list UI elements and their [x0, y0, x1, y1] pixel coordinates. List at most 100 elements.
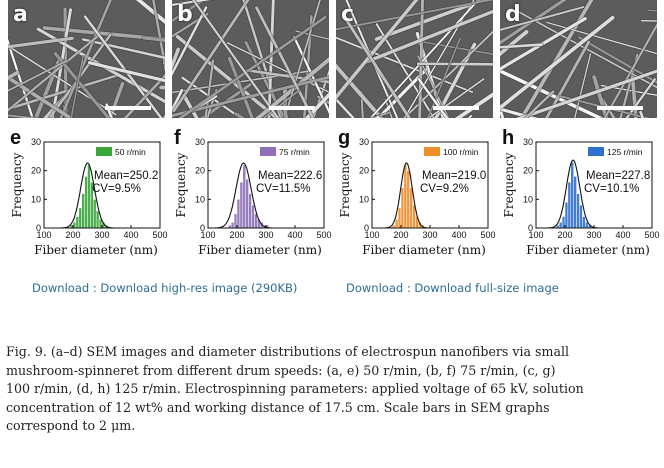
x-tick-label: 300 [422, 230, 437, 240]
fiber [36, 27, 165, 104]
fiber [336, 97, 355, 118]
histogram-bar [78, 207, 82, 229]
sem-image-b: b [172, 0, 329, 118]
histogram-bar [93, 199, 97, 229]
x-tick-label: 300 [258, 230, 273, 240]
fiber [500, 0, 567, 45]
histogram-bar [95, 210, 100, 229]
x-axis-label: Fiber diameter (nm) [198, 243, 322, 257]
caption-line: 100 r/min, (d, h) 125 r/min. Electrospin… [6, 381, 584, 397]
cv-annotation: CV=10.1% [584, 183, 639, 195]
histogram-bar [409, 187, 413, 229]
y-tick-label: 10 [195, 194, 205, 204]
panel-label: e [10, 127, 21, 149]
y-tick-label: 20 [523, 166, 533, 176]
fiber [8, 34, 100, 112]
y-axis-label: Frequency [338, 152, 352, 217]
histogram-bar [397, 207, 402, 229]
histogram-h: h Frequency 0 10 20 30 100 200 300 400 500 Fiber di… [500, 120, 662, 270]
fiber [227, 56, 254, 118]
y-tick-label: 20 [195, 166, 205, 176]
fiber [343, 16, 412, 118]
panel-label-c: c [341, 2, 355, 27]
scale-bar [269, 106, 315, 110]
cv-annotation: CV=9.2% [420, 183, 469, 195]
fiber [8, 75, 74, 118]
mean-annotation: Mean=227.8 [586, 170, 650, 182]
fiber [177, 15, 327, 118]
fiber [546, 21, 657, 55]
fiber [255, 6, 315, 118]
mean-annotation: Mean=250.2 [94, 170, 158, 182]
y-tick-label: 30 [195, 137, 205, 147]
panel-label: g [338, 127, 350, 149]
fiber [295, 30, 329, 40]
fiber [204, 59, 215, 118]
x-tick-label: 200 [557, 230, 572, 240]
histogram-bar [236, 199, 241, 229]
sem-image-row: a b c d [8, 0, 657, 118]
fiber [500, 6, 585, 31]
y-tick-label: 0 [36, 223, 41, 233]
histogram-bar [576, 193, 580, 229]
y-tick-label: 30 [31, 137, 41, 147]
download-full-size-link[interactable]: Download : Download full-size image [346, 281, 559, 295]
fiber [123, 73, 165, 118]
x-tick-label: 500 [480, 230, 495, 240]
histogram-bar [75, 216, 80, 229]
fiber [8, 36, 74, 49]
fiber [500, 17, 587, 71]
fiber [376, 68, 428, 118]
y-tick-label: 30 [359, 137, 369, 147]
x-tick-label: 200 [229, 230, 244, 240]
y-tick-label: 20 [359, 166, 369, 176]
y-tick-label: 10 [523, 194, 533, 204]
fiber [255, 57, 329, 118]
fiber [8, 59, 69, 92]
histogram-bar [564, 201, 569, 229]
histogram-bar [403, 164, 408, 229]
legend-label: 125 r/min [607, 147, 643, 157]
fiber [81, 38, 165, 60]
x-tick-label: 100 [364, 230, 379, 240]
download-high-res-link[interactable]: Download : Download high-res image (290K… [32, 281, 298, 295]
y-tick-label: 0 [364, 223, 369, 233]
x-tick-label: 100 [200, 230, 215, 240]
histogram-e: e Frequency 0 10 20 30 100 200 300 400 500 Fiber di… [8, 120, 170, 270]
fiber [500, 69, 605, 118]
fiber [70, 55, 84, 118]
mean-annotation: Mean=219.0 [422, 170, 486, 182]
histogram-bar [570, 161, 574, 229]
fiber [427, 78, 485, 118]
fiber [172, 6, 208, 77]
scale-bar [105, 106, 151, 110]
fiber [172, 0, 250, 112]
fiber [559, 95, 651, 118]
fiber [336, 0, 493, 31]
fiber [175, 34, 280, 118]
legend-swatch [260, 147, 276, 156]
x-tick-label: 500 [644, 230, 659, 240]
x-axis-label: Fiber diameter (nm) [362, 243, 486, 257]
fiber [172, 75, 329, 118]
mean-annotation: Mean=222.6 [258, 170, 322, 182]
fiber [603, 23, 657, 118]
histogram-bar [245, 179, 249, 229]
x-axis-label: Fiber diameter (nm) [34, 243, 158, 257]
sem-image-a: a [8, 0, 165, 118]
fiber [417, 55, 450, 118]
histogram-bar [558, 222, 563, 229]
histogram-svg: f Frequency 0 10 20 30 100 200 300 400 500 Fiber di… [174, 127, 332, 257]
fiber-texture [8, 0, 165, 118]
fiber [363, 9, 493, 64]
y-axis-label: Frequency [502, 152, 516, 217]
fiber [336, 63, 384, 118]
x-tick-label: 100 [528, 230, 543, 240]
sem-image-d: d [500, 0, 657, 118]
x-tick-label: 400 [451, 230, 466, 240]
y-tick-label: 20 [31, 166, 41, 176]
fiber [336, 0, 419, 101]
legend-swatch [96, 147, 112, 156]
figure-caption: Fig. 9. (a–d) SEM images and diameter di… [6, 343, 656, 436]
histogram-bar [81, 193, 85, 229]
